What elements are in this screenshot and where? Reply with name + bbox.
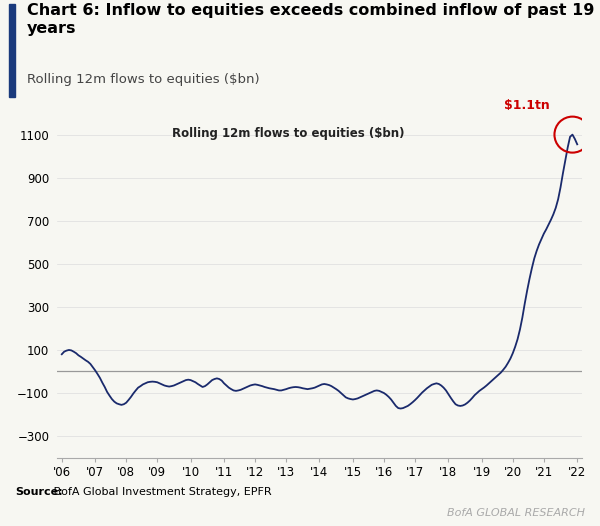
Text: Source:: Source: xyxy=(15,487,62,497)
Text: $1.1tn: $1.1tn xyxy=(504,99,550,113)
Text: BofA GLOBAL RESEARCH: BofA GLOBAL RESEARCH xyxy=(447,508,585,518)
Text: Rolling 12m flows to equities ($bn): Rolling 12m flows to equities ($bn) xyxy=(27,73,260,86)
Text: Chart 6: Inflow to equities exceeds combined inflow of past 19
years: Chart 6: Inflow to equities exceeds comb… xyxy=(27,3,595,36)
Text: BofA Global Investment Strategy, EPFR: BofA Global Investment Strategy, EPFR xyxy=(50,487,271,497)
Bar xyxy=(9,4,15,97)
Text: Rolling 12m flows to equities ($bn): Rolling 12m flows to equities ($bn) xyxy=(173,127,405,140)
